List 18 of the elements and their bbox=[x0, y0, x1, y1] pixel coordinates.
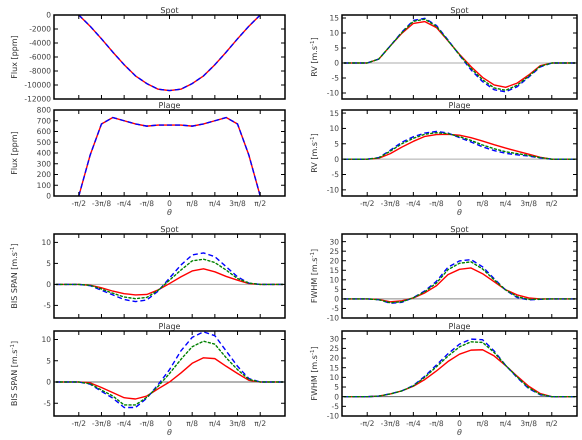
y-axis-title: Flux [ppm] bbox=[10, 131, 19, 175]
chart-title: Spot bbox=[450, 6, 469, 15]
chart-title: Spot bbox=[160, 6, 179, 15]
chart-title: Plage bbox=[158, 322, 181, 331]
chart-title: Plage bbox=[158, 101, 181, 110]
line-series bbox=[78, 15, 261, 92]
line-series bbox=[55, 258, 284, 300]
x-axis-title: θ bbox=[457, 208, 462, 217]
line-series bbox=[55, 340, 284, 406]
x-axis-title: θ bbox=[167, 428, 172, 437]
chart-title: Plage bbox=[448, 322, 471, 331]
line-series bbox=[78, 116, 261, 196]
x-axis-title: θ bbox=[457, 428, 462, 437]
chart-title: Plage bbox=[448, 101, 471, 110]
y-axis-title: Flux [ppm] bbox=[10, 35, 19, 79]
chart-title: Spot bbox=[450, 225, 469, 234]
chart-title: Spot bbox=[160, 225, 179, 234]
x-axis-title: θ bbox=[167, 208, 172, 217]
